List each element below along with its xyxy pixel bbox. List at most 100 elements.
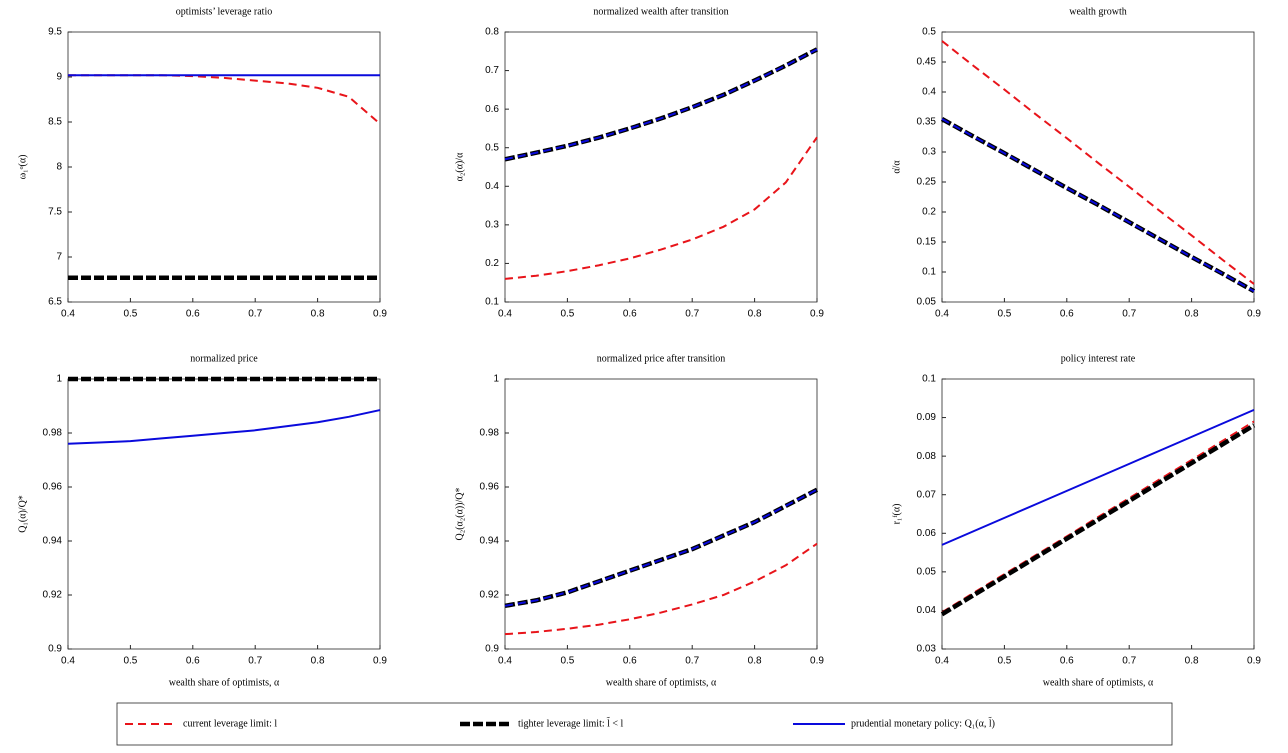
plot-frame [67,378,381,650]
x-tick-label: 0.8 [1185,309,1199,320]
y-axis-label: ω₁ᵒ(α) [17,155,28,180]
chart-title: optimists’ leverage ratio [176,6,272,17]
y-tick-label: 0.8 [485,27,499,38]
y-tick-label: 0.09 [917,412,937,423]
x-tick-label: 0.6 [186,309,200,320]
x-tick-label: 0.7 [1122,309,1136,320]
y-tick-label: 0.1 [922,267,936,278]
legend-label: current leverage limit: l [183,718,277,729]
y-tick-label: 6.5 [48,297,62,308]
x-tick-label: 0.4 [935,309,949,320]
x-tick-label: 0.9 [810,309,824,320]
y-tick-label: 9.5 [48,27,62,38]
y-tick-label: 0.45 [917,57,937,68]
y-tick-label: 0.05 [917,297,937,308]
x-tick-label: 0.8 [311,309,325,320]
y-axis-label: r₁ᶠ(α) [891,504,902,525]
series-line [504,48,818,161]
x-tick-label: 0.8 [1185,656,1199,667]
chart-title: normalized price after transition [597,353,726,364]
y-tick-label: 8.5 [48,117,62,128]
y-tick-label: 0.98 [43,428,63,439]
x-tick-label: 0.6 [623,656,637,667]
x-tick-label: 0.6 [1060,309,1074,320]
y-tick-label: 0.03 [917,644,937,655]
series-line [504,136,818,280]
chart-title: policy interest rate [1061,353,1136,364]
x-tick-label: 0.8 [748,656,762,667]
y-tick-label: 0.1 [922,374,936,385]
x-tick-label: 0.7 [685,309,699,320]
legend-box [116,702,1173,746]
x-tick-label: 0.9 [810,656,824,667]
x-axis-label: wealth share of optimists, α [169,677,280,688]
x-tick-label: 0.7 [685,656,699,667]
series-line [504,542,818,636]
chart-title: wealth growth [1069,6,1127,17]
x-axis-label: wealth share of optimists, α [606,677,717,688]
y-tick-label: 0.9 [485,644,499,655]
series-line [941,420,1255,614]
x-tick-label: 0.4 [498,309,512,320]
y-tick-label: 0.4 [922,87,936,98]
y-axis-label: α₂(α)/α [454,152,465,181]
x-tick-label: 0.9 [1247,309,1261,320]
y-axis-label: Q₂(α₂(α))/Q* [454,488,465,541]
y-tick-label: 0.96 [480,482,500,493]
y-tick-label: 0.94 [43,536,63,547]
plot-frame [941,31,1255,303]
x-axis-label: wealth share of optimists, α [1043,677,1154,688]
y-tick-label: 7.5 [48,207,62,218]
x-tick-label: 0.5 [123,309,137,320]
y-tick-label: 0.98 [480,428,500,439]
x-tick-label: 0.5 [560,309,574,320]
chart-title: normalized price [190,353,258,364]
y-tick-label: 0.35 [917,117,937,128]
x-tick-label: 0.4 [61,309,75,320]
y-tick-label: 0.5 [485,142,499,153]
x-tick-label: 0.5 [560,656,574,667]
y-tick-label: 0.3 [922,147,936,158]
y-axis-label: α̇/α [891,160,902,174]
y-tick-label: 8 [56,162,62,173]
series-line [940,423,1256,617]
series-line [941,118,1255,293]
y-tick-label: 0.1 [485,297,499,308]
chart-title: normalized wealth after transition [593,6,728,17]
y-tick-label: 0.15 [917,237,937,248]
y-tick-label: 0.2 [485,258,499,269]
y-tick-label: 0.04 [917,605,937,616]
y-tick-label: 1 [493,374,499,385]
y-tick-label: 0.6 [485,104,499,115]
y-tick-label: 0.06 [917,528,937,539]
plot-frame [941,378,1255,650]
y-tick-label: 0.92 [43,590,63,601]
x-tick-label: 0.4 [498,656,512,667]
y-tick-label: 7 [56,252,62,263]
y-tick-label: 0.3 [485,219,499,230]
y-tick-label: 0.94 [480,536,500,547]
x-tick-label: 0.5 [123,656,137,667]
x-tick-label: 0.9 [373,309,387,320]
plot-frame [67,31,381,303]
plot-frame [504,378,818,650]
x-tick-label: 0.4 [935,656,949,667]
y-tick-label: 0.2 [922,207,936,218]
x-tick-label: 0.6 [186,656,200,667]
legend-label: tighter leverage limit: l̃ < l [518,716,624,729]
y-tick-label: 0.7 [485,65,499,76]
x-tick-label: 0.4 [61,656,75,667]
x-tick-label: 0.5 [997,656,1011,667]
x-tick-label: 0.6 [623,309,637,320]
x-tick-label: 0.7 [248,309,262,320]
x-tick-label: 0.6 [1060,656,1074,667]
x-tick-label: 0.9 [373,656,387,667]
y-tick-label: 0.08 [917,451,937,462]
series-line [67,409,381,445]
x-tick-label: 0.8 [311,656,325,667]
x-tick-label: 0.7 [1122,656,1136,667]
y-tick-label: 1 [56,374,62,385]
series-line [504,488,818,607]
